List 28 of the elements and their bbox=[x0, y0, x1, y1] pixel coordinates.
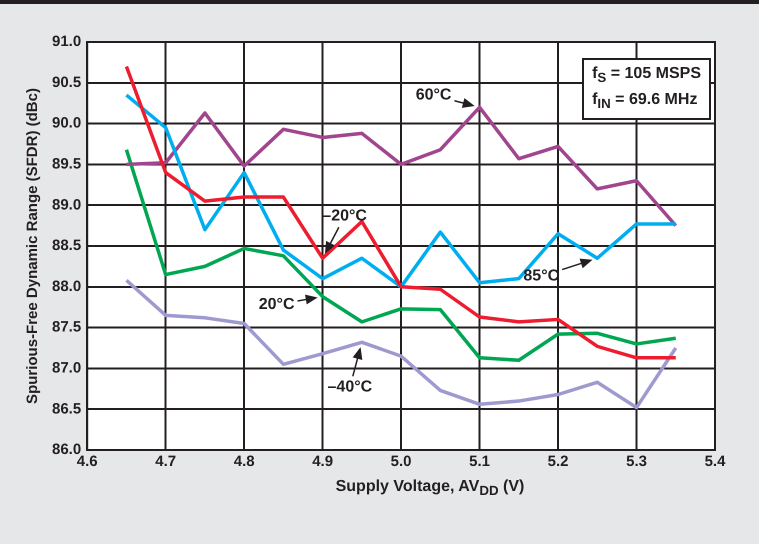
y-tick-label: 89.0 bbox=[52, 196, 82, 214]
annotation: f$_{S}$ = 105 MSPS bbox=[592, 64, 701, 88]
series-label: –40°C bbox=[328, 378, 373, 396]
y-tick-label: 87.5 bbox=[52, 318, 82, 336]
x-tick-label: 5.3 bbox=[626, 453, 647, 470]
y-tick-label: 88.5 bbox=[52, 237, 82, 254]
x-tick-label: 5.2 bbox=[548, 453, 568, 470]
y-tick-label: 89.5 bbox=[52, 156, 82, 173]
y-tick-label: 87.0 bbox=[52, 360, 82, 377]
y-tick-label: 90.0 bbox=[52, 114, 82, 132]
x-tick-label: 4.7 bbox=[155, 453, 176, 470]
y-tick-label: 90.5 bbox=[52, 74, 82, 91]
y-tick-label: 88.0 bbox=[52, 278, 82, 295]
annotation: f$_{IN}$ = 69.6 MHz bbox=[592, 90, 698, 114]
x-tick-label: 4.8 bbox=[234, 453, 255, 470]
series-label: 85°C bbox=[523, 268, 560, 285]
y-axis-title: Spurious-Free Dynamic Range (SFDR) (dBc) bbox=[24, 88, 42, 404]
series-label: 60°C bbox=[416, 86, 452, 104]
x-axis-title: Supply Voltage, AV$_{DD}$ (V) bbox=[334, 478, 526, 498]
series-label: –20°C bbox=[322, 208, 368, 225]
y-tick-label: 91.0 bbox=[52, 33, 82, 50]
x-tick-label: 5.4 bbox=[704, 453, 726, 470]
x-tick-label: 4.6 bbox=[76, 453, 98, 470]
y-tick-label: 86.5 bbox=[52, 400, 82, 418]
series-label: 20°C bbox=[258, 296, 295, 313]
x-tick-label: 4.9 bbox=[312, 453, 334, 470]
x-tick-label: 5.1 bbox=[469, 453, 490, 470]
x-tick-label: 5.0 bbox=[390, 453, 412, 470]
